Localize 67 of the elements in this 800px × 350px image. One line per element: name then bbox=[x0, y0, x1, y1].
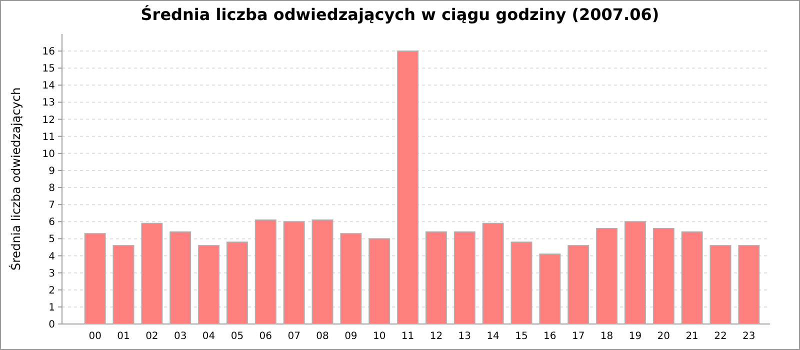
bar bbox=[539, 254, 561, 324]
bar bbox=[454, 231, 476, 324]
x-tick-label: 07 bbox=[288, 331, 300, 342]
y-axis-title: Średnia liczba odwiedzających bbox=[8, 87, 23, 271]
x-tick-label: 01 bbox=[117, 331, 130, 342]
x-tick-label: 00 bbox=[88, 331, 102, 342]
y-tick-label: 4 bbox=[48, 251, 55, 262]
bar bbox=[652, 228, 674, 324]
x-tick-label: 21 bbox=[686, 331, 698, 342]
bar bbox=[425, 231, 447, 324]
x-tick-label: 06 bbox=[259, 331, 272, 342]
bar bbox=[368, 238, 390, 324]
y-tick-label: 13 bbox=[42, 98, 55, 109]
x-tick-label: 23 bbox=[742, 331, 756, 342]
chart-title: Średnia liczba odwiedzających w ciągu godziny (2007.06) bbox=[140, 5, 660, 24]
bar bbox=[681, 231, 703, 324]
bar bbox=[312, 219, 334, 324]
bar bbox=[226, 242, 248, 324]
bar bbox=[340, 233, 362, 324]
x-tick-label: 14 bbox=[486, 331, 500, 342]
y-tick-label: 7 bbox=[48, 200, 55, 212]
x-tick-label: 13 bbox=[458, 331, 472, 342]
x-tick-label: 02 bbox=[146, 331, 158, 342]
x-tick-label: 05 bbox=[230, 331, 244, 342]
x-tick-label: 11 bbox=[401, 331, 414, 342]
x-tick-label: 12 bbox=[430, 331, 443, 342]
x-tick-label: 16 bbox=[544, 331, 556, 342]
x-tick-label: 04 bbox=[202, 331, 216, 342]
y-tick-label: 8 bbox=[48, 183, 55, 194]
x-tick-label: 09 bbox=[344, 331, 358, 342]
bar bbox=[624, 221, 646, 324]
y-tick-label: 14 bbox=[42, 80, 55, 92]
bar bbox=[710, 245, 732, 324]
x-tick-label: 20 bbox=[657, 331, 670, 342]
bar bbox=[596, 228, 618, 324]
x-tick-label: 08 bbox=[316, 331, 329, 342]
bar bbox=[198, 245, 220, 324]
y-tick-label: 11 bbox=[42, 132, 55, 143]
bar bbox=[283, 221, 305, 324]
y-tick-label: 6 bbox=[48, 217, 55, 228]
x-tick-label: 18 bbox=[600, 331, 614, 342]
x-tick-label: 15 bbox=[515, 331, 528, 342]
bar bbox=[510, 242, 532, 324]
bar bbox=[112, 245, 134, 324]
y-tick-label: 9 bbox=[48, 166, 55, 177]
bar bbox=[170, 231, 192, 324]
bar bbox=[141, 222, 163, 324]
x-tick-label: 22 bbox=[714, 331, 727, 342]
bar bbox=[397, 50, 419, 324]
y-tick-label: 3 bbox=[48, 268, 55, 280]
y-tick-label: 5 bbox=[48, 234, 55, 246]
y-tick-label: 0 bbox=[48, 320, 55, 330]
y-tick-label: 2 bbox=[48, 285, 55, 296]
x-tick-label: 17 bbox=[572, 331, 585, 342]
x-tick-label: 03 bbox=[174, 331, 187, 342]
y-tick-label: 12 bbox=[42, 114, 55, 126]
x-tick-label: 19 bbox=[628, 331, 642, 342]
bar bbox=[568, 245, 590, 324]
bar bbox=[482, 222, 504, 324]
bar bbox=[254, 219, 276, 324]
bar bbox=[84, 233, 106, 324]
y-tick-label: 10 bbox=[42, 148, 55, 160]
x-tick-label: 10 bbox=[372, 331, 386, 342]
y-tick-label: 15 bbox=[42, 64, 55, 75]
y-tick-label: 1 bbox=[48, 302, 55, 314]
y-tick-label: 16 bbox=[42, 46, 55, 58]
bar bbox=[738, 245, 760, 324]
